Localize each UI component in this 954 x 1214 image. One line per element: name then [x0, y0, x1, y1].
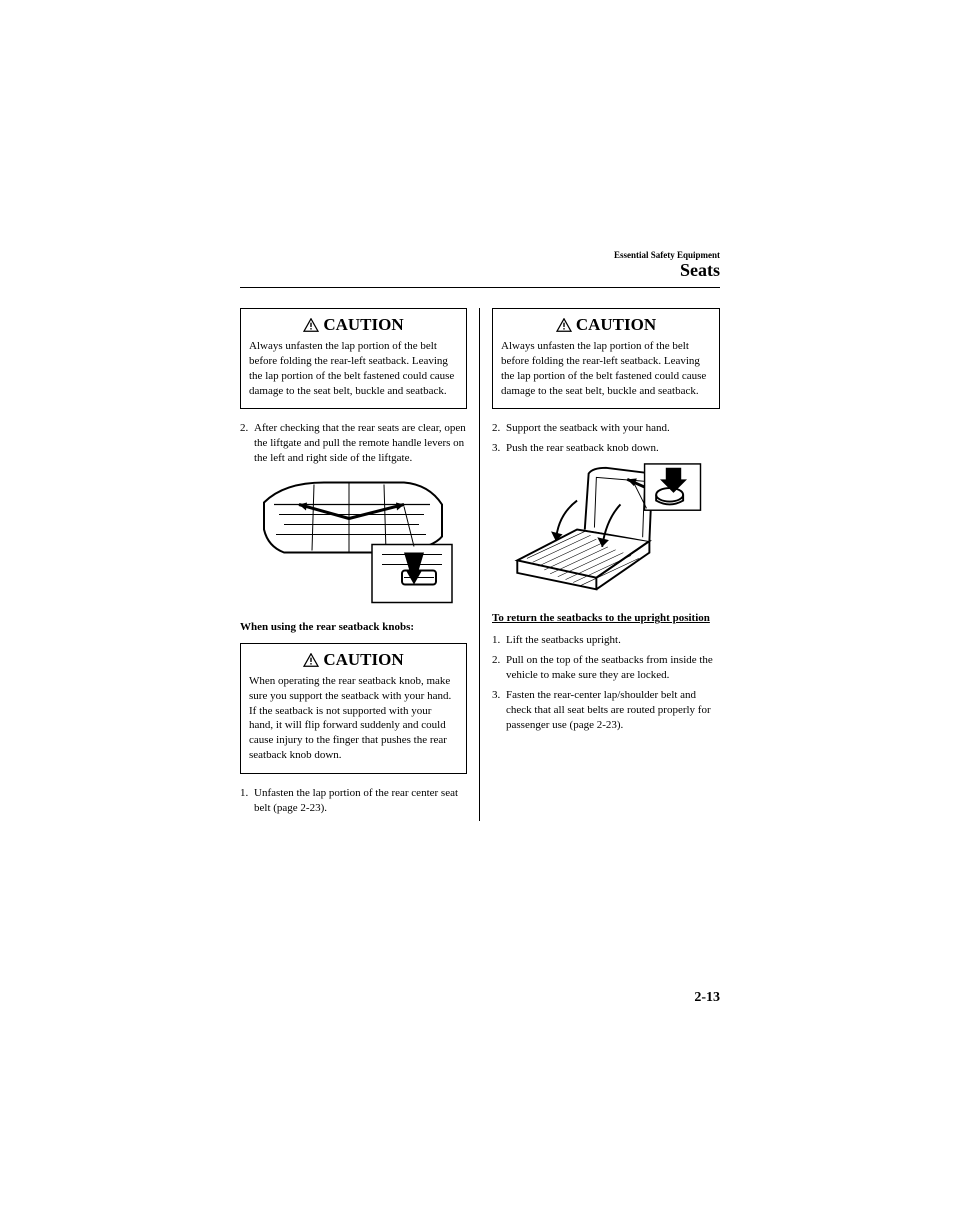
list-item: 1. Unfasten the lap portion of the rear …	[240, 786, 467, 816]
step-number: 1.	[492, 633, 506, 648]
list-item: 2. After checking that the rear seats ar…	[240, 421, 467, 466]
step-number: 2.	[240, 421, 254, 466]
left-column: CAUTION Always unfasten the lap portion …	[240, 308, 480, 821]
step-number: 2.	[492, 421, 506, 436]
page-number: 2-13	[694, 990, 720, 1006]
step-text: Lift the seatbacks upright.	[506, 633, 720, 648]
step-text: Unfasten the lap portion of the rear cen…	[254, 786, 467, 816]
seatback-figure	[506, 462, 706, 597]
step-number: 1.	[240, 786, 254, 816]
step-text: Support the seatback with your hand.	[506, 421, 720, 436]
caution-box-3: CAUTION Always unfasten the lap portion …	[492, 308, 720, 409]
list-item: 1. Lift the seatbacks upright.	[492, 633, 720, 648]
caution-box-2: CAUTION When operating the rear seatback…	[240, 643, 467, 774]
header-rule	[240, 287, 720, 288]
list-item: 2. Support the seatback with your hand.	[492, 421, 720, 436]
header-title: Seats	[240, 260, 720, 281]
warning-icon	[303, 318, 319, 332]
step-text: After checking that the rear seats are c…	[254, 421, 467, 466]
caution-body: Always unfasten the lap portion of the b…	[501, 339, 711, 398]
caution-box-1: CAUTION Always unfasten the lap portion …	[240, 308, 467, 409]
caution-body: Always unfasten the lap portion of the b…	[249, 339, 458, 398]
caution-body: When operating the rear seatback knob, m…	[249, 674, 458, 763]
step-text: Fasten the rear-center lap/shoulder belt…	[506, 688, 720, 733]
caution-label: CAUTION	[323, 315, 403, 335]
step-number: 3.	[492, 441, 506, 456]
step-text: Push the rear seatback knob down.	[506, 441, 720, 456]
step-text: Pull on the top of the seatbacks from in…	[506, 653, 720, 683]
list-item: 2. Pull on the top of the seatbacks from…	[492, 653, 720, 683]
step-number: 2.	[492, 653, 506, 683]
return-heading: To return the seatbacks to the upright p…	[492, 611, 720, 625]
caution-header: CAUTION	[501, 315, 711, 335]
liftgate-figure	[254, 472, 454, 607]
caution-header: CAUTION	[249, 315, 458, 335]
right-column: CAUTION Always unfasten the lap portion …	[480, 308, 720, 821]
warning-icon	[303, 653, 319, 667]
caution-label: CAUTION	[323, 650, 403, 670]
caution-header: CAUTION	[249, 650, 458, 670]
header-section: Essential Safety Equipment	[240, 250, 720, 260]
caution-label: CAUTION	[576, 315, 656, 335]
list-item: 3. Fasten the rear-center lap/shoulder b…	[492, 688, 720, 733]
warning-icon	[556, 318, 572, 332]
step-number: 3.	[492, 688, 506, 733]
page-header: Essential Safety Equipment Seats	[240, 250, 720, 281]
list-item: 3. Push the rear seatback knob down.	[492, 441, 720, 456]
knobs-heading: When using the rear seatback knobs:	[240, 621, 467, 633]
